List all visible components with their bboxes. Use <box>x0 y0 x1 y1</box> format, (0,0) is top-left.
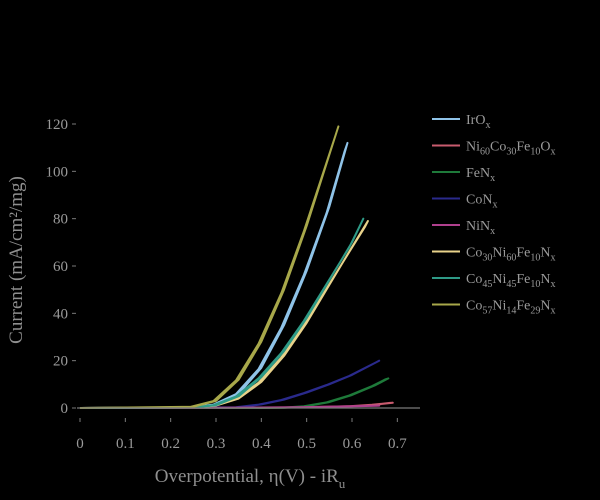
series-line <box>79 141 349 409</box>
legend-label: Ni60Co30Fe10Ox <box>466 140 555 158</box>
x-tick-label: 0.2 <box>161 436 180 452</box>
series-line <box>79 359 381 409</box>
legend-label: IrOx <box>466 113 490 131</box>
x-tick-label: 0.7 <box>388 436 407 452</box>
x-tick-label: 0 <box>76 436 84 452</box>
legend-label: CoNx <box>466 193 497 211</box>
y-tick-label: 40 <box>53 306 68 322</box>
plot-lines <box>79 125 394 409</box>
legend-label: Co30Ni60Fe10Nx <box>466 246 555 264</box>
x-tick-label: 0.4 <box>252 436 271 452</box>
legend: IrOx Ni60Co30Fe10Ox FeNx CoNx NiNx Co30Ni60Fe… <box>432 113 555 317</box>
y-axis-title: Current (mA/cm²/mg) <box>6 176 27 344</box>
y-tick-label: 20 <box>53 354 68 370</box>
y-tick-label: 120 <box>46 117 69 133</box>
axes: 0 0.1 0.2 0.3 0.4 0.5 0.6 0.7 0 20 40 60 80 100 120 Ove… <box>6 117 420 491</box>
y-tick-label: 100 <box>46 164 69 180</box>
x-tick-label: 0.3 <box>207 436 226 452</box>
series-line <box>79 217 365 409</box>
x-axis-title: Overpotential, η(V) - iRu <box>155 466 346 491</box>
y-tick-label: 0 <box>61 401 69 417</box>
legend-label: FeNx <box>466 166 495 184</box>
legend-label: Co45Ni45Fe10Nx <box>466 272 555 290</box>
series-line <box>79 220 369 409</box>
x-tick-label: 0.6 <box>343 436 362 452</box>
x-tick-label: 0.5 <box>297 436 316 452</box>
legend-label: NiNx <box>466 219 495 237</box>
series-line <box>79 377 390 409</box>
series-line <box>79 125 340 409</box>
y-tick-label: 80 <box>53 212 68 228</box>
legend-label: Co57Ni14Fe29Nx <box>466 299 555 317</box>
y-tick-label: 60 <box>53 259 68 275</box>
x-tick-label: 0.1 <box>116 436 135 452</box>
